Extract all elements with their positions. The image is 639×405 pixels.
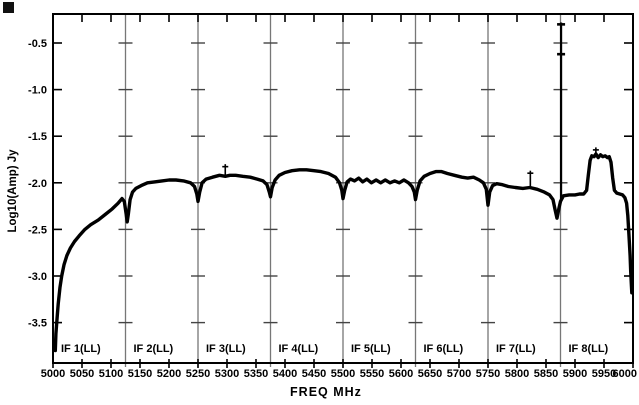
bandpass-curve xyxy=(53,152,634,353)
y-axis-title: Log10(Amp) Jy xyxy=(7,149,19,233)
if-band-label: IF 4(LL) xyxy=(279,343,319,355)
x-tick-label: 5200 xyxy=(157,368,181,380)
x-tick-label: 5550 xyxy=(360,368,384,380)
rfi-spike xyxy=(557,22,566,202)
if-band-label: IF 8(LL) xyxy=(569,343,609,355)
x-tick-label: 5800 xyxy=(505,368,529,380)
x-tick-label: 5100 xyxy=(99,368,123,380)
x-tick-label: 6000 xyxy=(613,368,637,380)
x-tick-label: 5000 xyxy=(41,368,65,380)
x-tick-label: 5150 xyxy=(128,368,152,380)
y-tick-label: -3.5 xyxy=(28,318,47,330)
x-tick-label: 5400 xyxy=(273,368,297,380)
plus-markers xyxy=(222,147,599,188)
y-tick-label: -2.0 xyxy=(28,178,47,190)
x-tick-label: 5350 xyxy=(244,368,268,380)
x-tick-labels: 5000 5050 5100 5150 5200 5250 5300 5350 5400 5450… xyxy=(41,368,637,380)
y-tick-label: -2.5 xyxy=(28,224,47,236)
y-tick-label: -1.0 xyxy=(28,85,47,97)
if-band-label: IF 1(LL) xyxy=(61,343,101,355)
x-tick-label: 5600 xyxy=(389,368,413,380)
x-tick-label: 5650 xyxy=(418,368,442,380)
x-tick-label: 5450 xyxy=(302,368,326,380)
if-band-label: IF 3(LL) xyxy=(206,343,246,355)
y-tick-label: -3.0 xyxy=(28,271,47,283)
x-tick-label: 5050 xyxy=(70,368,94,380)
x-tick-label: 5850 xyxy=(534,368,558,380)
x-tick-label: 5250 xyxy=(186,368,210,380)
bandpass-curve-path xyxy=(53,152,634,353)
x-tick-label: 5500 xyxy=(331,368,355,380)
if-band-label: IF 2(LL) xyxy=(134,343,174,355)
y-tick-label: -0.5 xyxy=(28,38,47,50)
if-band-label: IF 6(LL) xyxy=(424,343,464,355)
x-tick-label: 5700 xyxy=(447,368,471,380)
y-tick-labels: -0.5 -1.0 -1.5 -2.0 -2.5 -3.0 -3.5 xyxy=(28,38,47,330)
if-band-label: IF 7(LL) xyxy=(496,343,536,355)
y-tick-label: -1.5 xyxy=(28,131,47,143)
x-tick-label: 5950 xyxy=(592,368,616,380)
if-band-labels: IF 1(LL) IF 2(LL) IF 3(LL) IF 4(LL) IF 5(LL)… xyxy=(61,343,609,355)
x-tick-label: 5300 xyxy=(215,368,239,380)
x-axis-title: FREQ MHz xyxy=(290,385,362,399)
corner-artifact xyxy=(3,2,14,13)
x-tick-label: 5750 xyxy=(476,368,500,380)
axis-ticks xyxy=(52,14,634,368)
x-tick-label: 5900 xyxy=(563,368,587,380)
if-band-label: IF 5(LL) xyxy=(351,343,391,355)
